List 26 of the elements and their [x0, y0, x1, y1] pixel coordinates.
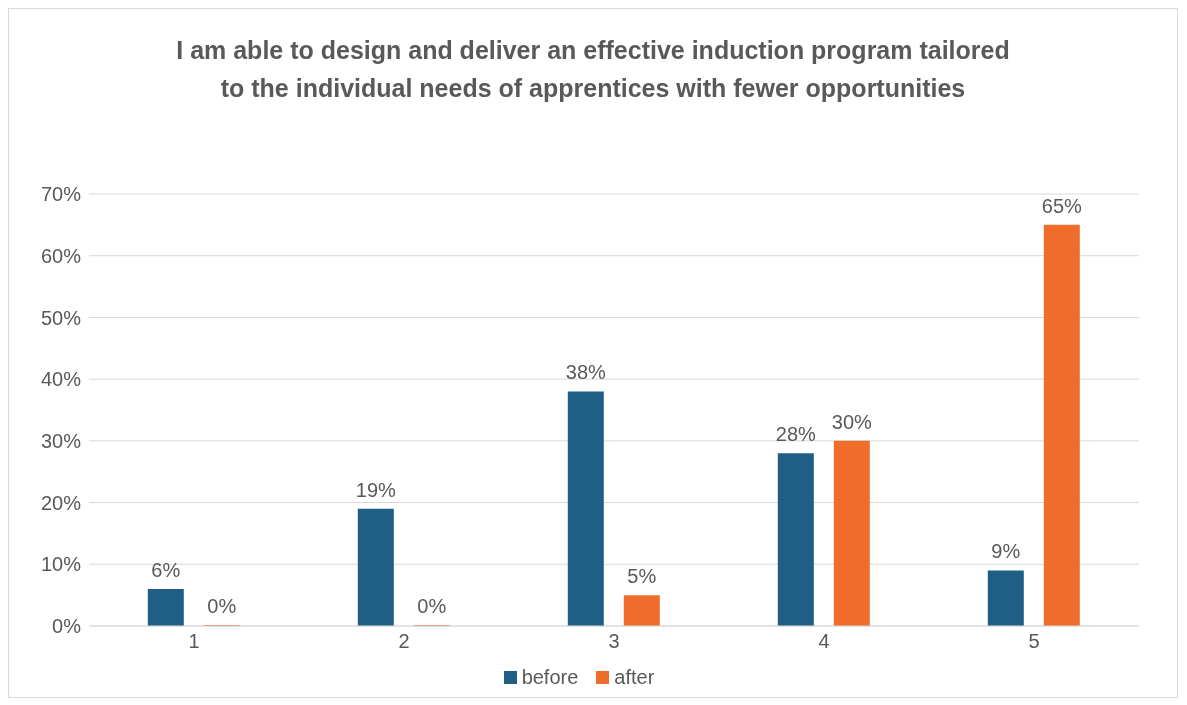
- legend-label: before: [520, 666, 579, 689]
- data-label: 0%: [417, 595, 447, 617]
- y-tick-label: 10%: [40, 553, 82, 576]
- y-tick-label: 20%: [40, 491, 82, 514]
- legend-label: after: [613, 666, 655, 689]
- data-label: 19%: [355, 478, 397, 501]
- data-label: 28%: [775, 423, 817, 446]
- y-tick-label: 30%: [40, 429, 82, 452]
- y-tick-label: 60%: [40, 244, 82, 267]
- data-label: 65%: [1041, 194, 1083, 217]
- data-label: 6%: [151, 558, 181, 581]
- data-label: 30%: [831, 410, 873, 433]
- x-tick-label: 4: [818, 630, 830, 653]
- data-label: 38%: [565, 361, 607, 384]
- x-tick-label: 2: [398, 630, 410, 653]
- chart-title: I am able to design and deliver an effective induction program tailored to the individual needs of apprentices with fewer opportunities: [175, 35, 1011, 104]
- x-tick-label: 3: [608, 630, 620, 653]
- x-tick-label: 1: [188, 630, 200, 653]
- y-tick-label: 0%: [52, 615, 82, 638]
- y-tick-label: 70%: [40, 183, 82, 206]
- y-tick-label: 50%: [40, 306, 82, 329]
- y-tick-label: 40%: [40, 368, 82, 391]
- x-tick-label: 5: [1028, 630, 1040, 653]
- data-label: 9%: [991, 540, 1021, 563]
- data-label: 0%: [207, 595, 237, 617]
- data-label: 5%: [627, 565, 657, 588]
